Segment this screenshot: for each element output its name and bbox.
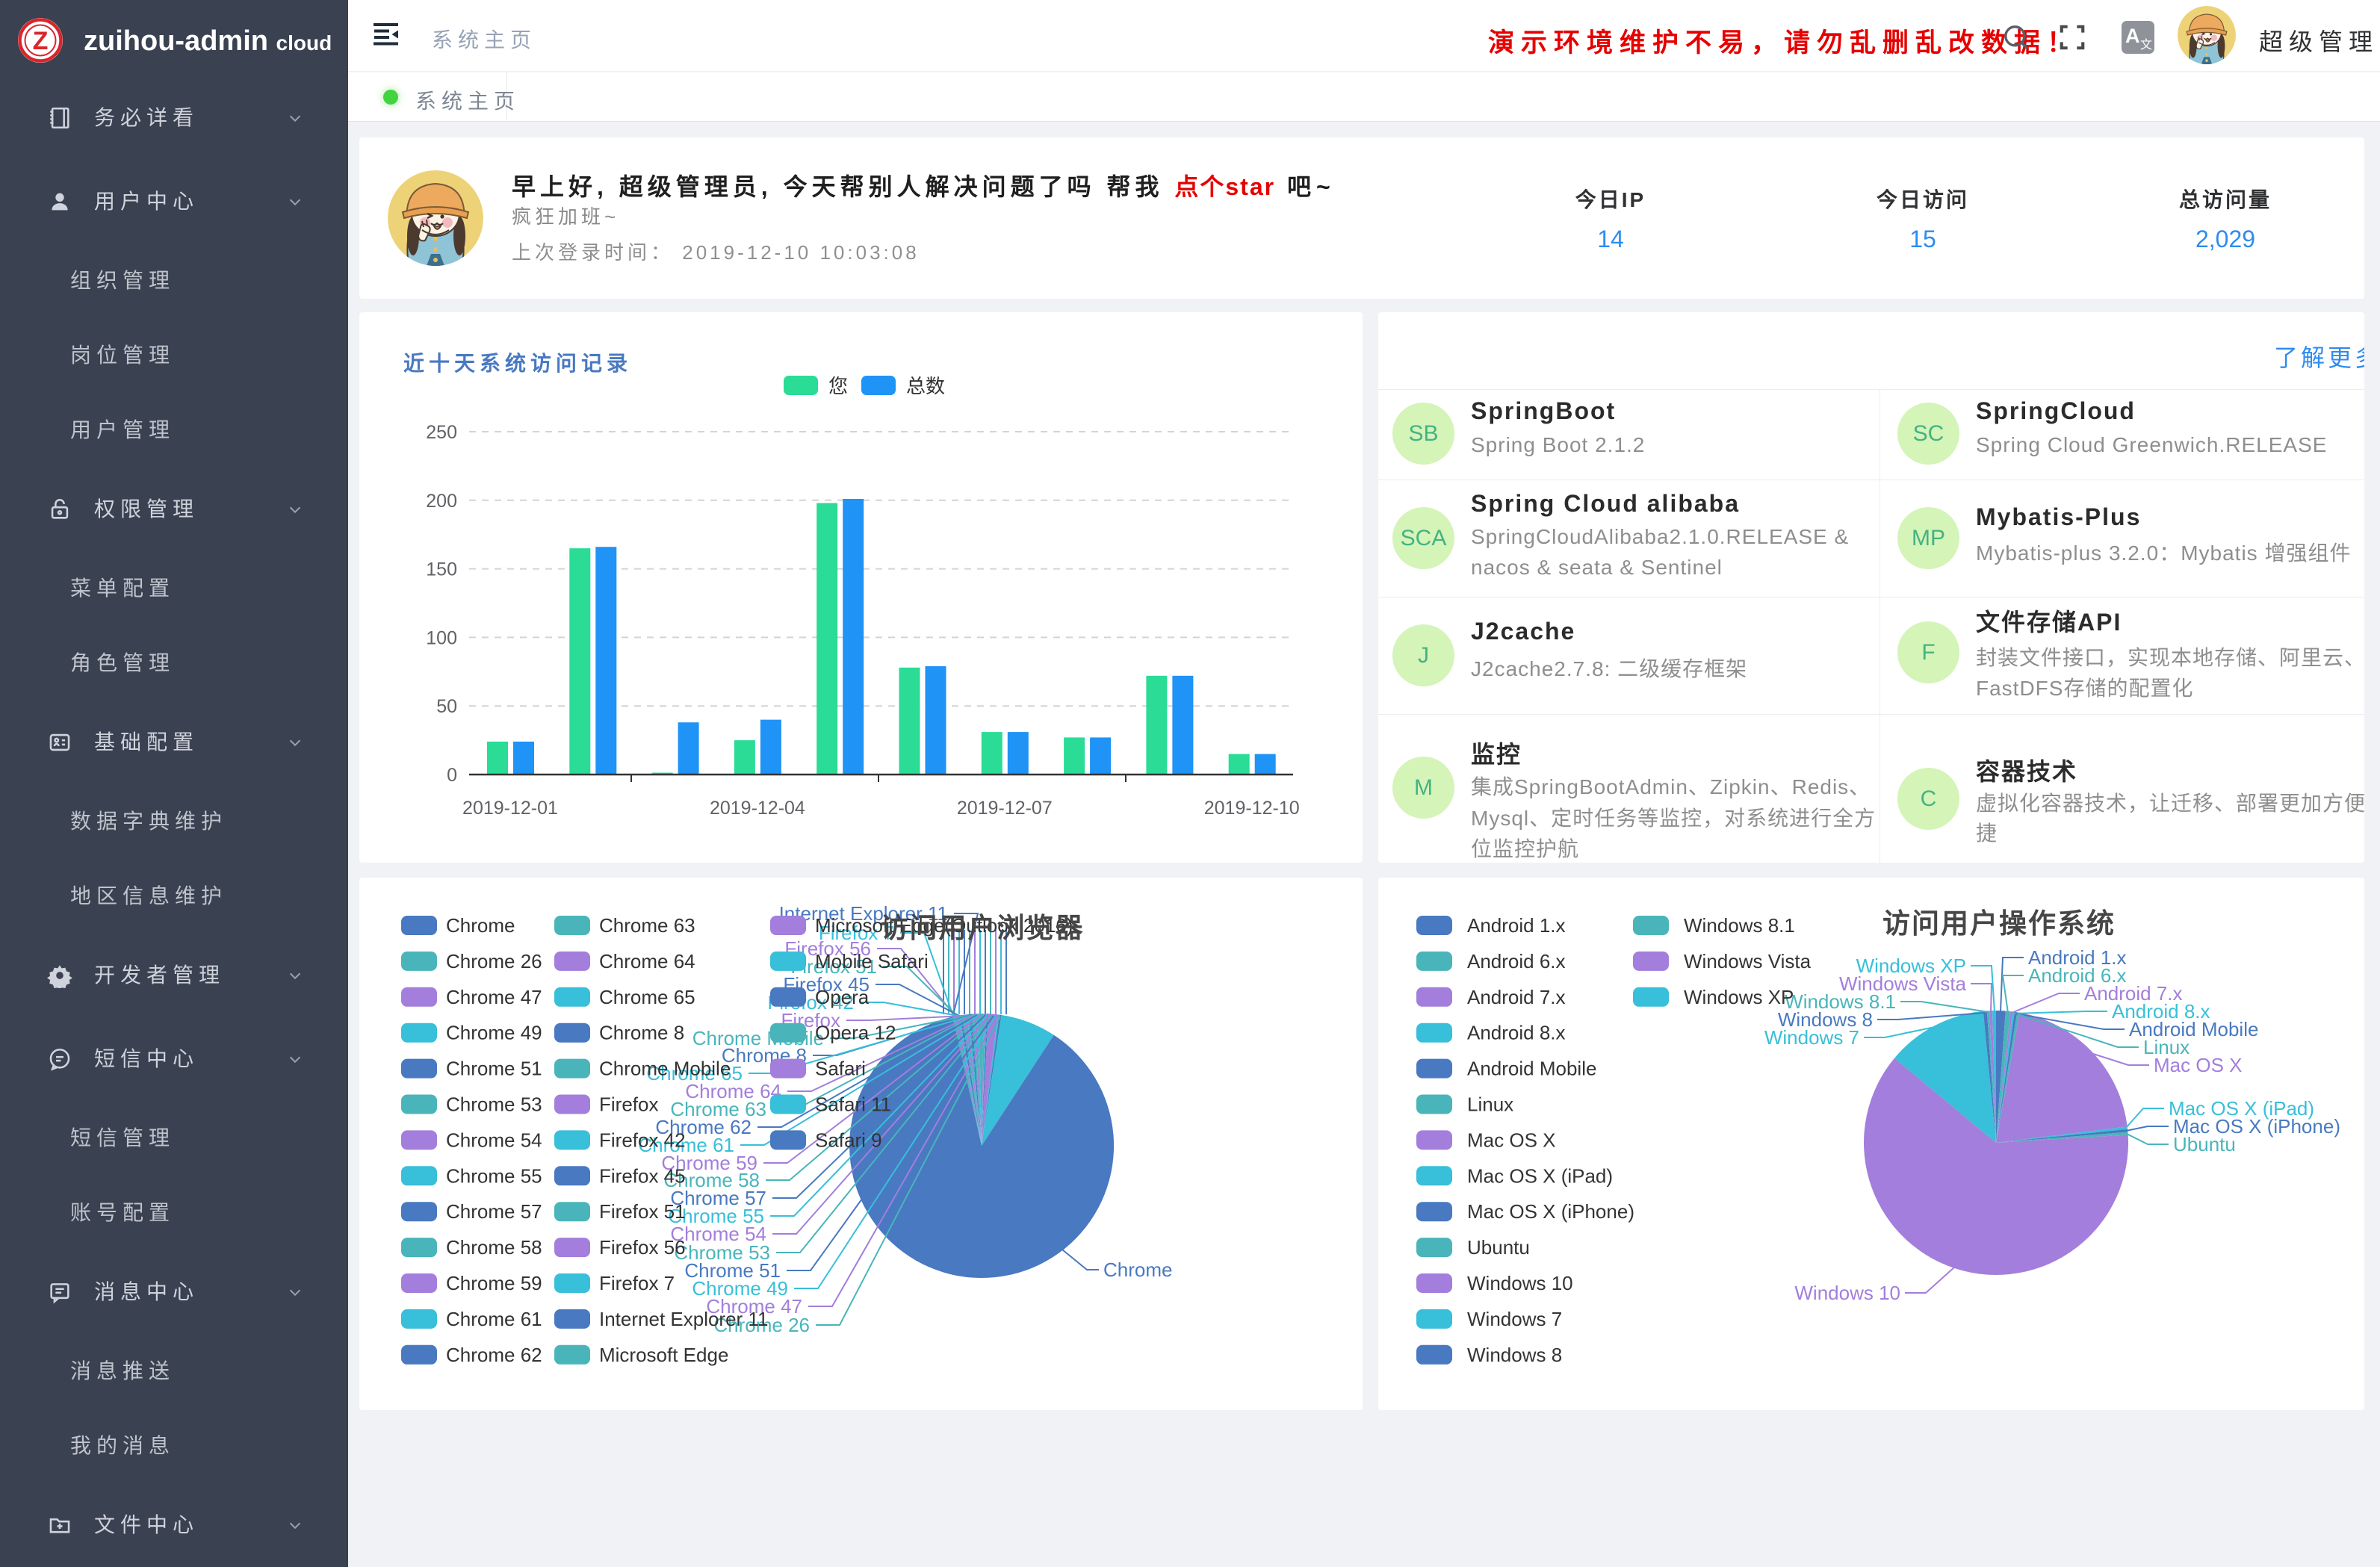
svg-text:Internet Explorer 11: Internet Explorer 11	[779, 902, 948, 925]
svg-text:Mac OS X (iPad): Mac OS X (iPad)	[1467, 1164, 1613, 1187]
svg-text:Chrome 63: Chrome 63	[599, 914, 695, 937]
svg-text:Android 8.x: Android 8.x	[2112, 1000, 2210, 1023]
svg-text:Windows XP: Windows XP	[1684, 986, 1794, 1008]
svg-text:Chrome 54: Chrome 54	[670, 1223, 766, 1245]
svg-text:Mac OS X (iPhone): Mac OS X (iPhone)	[1467, 1200, 1634, 1223]
svg-text:Windows 7: Windows 7	[1467, 1308, 1562, 1330]
svg-text:150: 150	[426, 559, 457, 580]
svg-text:Firefox 7: Firefox 7	[819, 922, 894, 944]
svg-text:Firefox 51: Firefox 51	[599, 1200, 686, 1223]
svg-text:Chrome 54: Chrome 54	[446, 1129, 542, 1151]
svg-text:Chrome 64: Chrome 64	[599, 950, 695, 972]
svg-text:Windows 7: Windows 7	[1764, 1026, 1859, 1049]
svg-text:Windows Vista: Windows Vista	[1684, 950, 1812, 972]
svg-text:Chrome 65: Chrome 65	[646, 1062, 743, 1085]
svg-text:Firefox 7: Firefox 7	[599, 1272, 675, 1294]
svg-text:Windows 8.1: Windows 8.1	[1785, 990, 1896, 1013]
svg-text:Opera: Opera	[815, 986, 870, 1008]
svg-text:Safari 11: Safari 11	[815, 1093, 891, 1116]
svg-text:Chrome 58: Chrome 58	[663, 1169, 760, 1191]
svg-text:Android 6.x: Android 6.x	[2028, 964, 2127, 987]
svg-text:Safari: Safari	[815, 1058, 866, 1080]
svg-text:访问用户操作系统: 访问用户操作系统	[1882, 908, 2116, 939]
svg-text:Windows Vista: Windows Vista	[1839, 972, 1967, 995]
svg-text:Android 6.x: Android 6.x	[1467, 950, 1566, 972]
svg-text:Chrome 62: Chrome 62	[446, 1344, 542, 1366]
svg-text:Android 8.x: Android 8.x	[1467, 1022, 1566, 1044]
svg-text:Android Mobile: Android Mobile	[2129, 1018, 2258, 1040]
svg-text:2019-12-10: 2019-12-10	[1204, 798, 1300, 819]
svg-text:Chrome 61: Chrome 61	[638, 1134, 734, 1156]
svg-text:Mac OS X: Mac OS X	[1467, 1129, 1555, 1151]
svg-text:Chrome 57: Chrome 57	[446, 1200, 542, 1223]
svg-text:Microsoft Edge(Outlook 2016): Microsoft Edge(Outlook 2016)	[815, 914, 1073, 937]
svg-text:Windows 10: Windows 10	[1467, 1272, 1573, 1294]
svg-text:Firefox: Firefox	[599, 1093, 658, 1116]
svg-text:Chrome 58: Chrome 58	[446, 1236, 542, 1259]
svg-text:Chrome 65: Chrome 65	[599, 986, 695, 1008]
svg-text:Windows XP: Windows XP	[1856, 955, 1966, 977]
svg-text:Microsoft Edge: Microsoft Edge	[599, 1344, 728, 1366]
svg-text:Chrome 49: Chrome 49	[446, 1022, 542, 1044]
svg-text:0: 0	[447, 765, 457, 786]
svg-text:Chrome 8: Chrome 8	[599, 1022, 684, 1044]
svg-text:2019-12-01: 2019-12-01	[462, 798, 558, 819]
svg-text:Chrome: Chrome	[446, 914, 515, 937]
svg-text:Windows 10: Windows 10	[1794, 1282, 1900, 1304]
svg-text:Linux: Linux	[2143, 1036, 2190, 1058]
svg-text:总数: 总数	[906, 375, 945, 397]
svg-text:Ubuntu: Ubuntu	[1467, 1236, 1530, 1259]
svg-text:Chrome Mobile: Chrome Mobile	[599, 1058, 731, 1080]
svg-text:Chrome 26: Chrome 26	[446, 950, 542, 972]
svg-text:Chrome 47: Chrome 47	[446, 986, 542, 1008]
svg-text:Windows 8: Windows 8	[1778, 1008, 1873, 1031]
svg-text:Android 7.x: Android 7.x	[1467, 986, 1566, 1008]
svg-text:2019-12-04: 2019-12-04	[710, 798, 805, 819]
svg-text:Windows 8.1: Windows 8.1	[1684, 914, 1795, 937]
svg-text:Chrome 53: Chrome 53	[446, 1093, 542, 1116]
svg-text:Chrome 59: Chrome 59	[446, 1272, 542, 1294]
svg-text:50: 50	[436, 696, 457, 717]
svg-text:Mac OS X: Mac OS X	[2154, 1054, 2242, 1076]
svg-text:Chrome 49: Chrome 49	[692, 1277, 788, 1300]
svg-text:Opera 12: Opera 12	[815, 1022, 896, 1044]
svg-text:访问用户浏览器: 访问用户浏览器	[881, 913, 1085, 943]
svg-text:Chrome 64: Chrome 64	[685, 1080, 781, 1102]
svg-text:Chrome 61: Chrome 61	[446, 1308, 542, 1330]
svg-text:250: 250	[426, 422, 457, 443]
svg-text:Z: Z	[33, 27, 49, 55]
svg-text:Firefox 45: Firefox 45	[599, 1164, 686, 1187]
svg-text:Chrome 51: Chrome 51	[446, 1058, 542, 1080]
svg-text:Internet Explorer 11: Internet Explorer 11	[599, 1308, 768, 1330]
svg-text:Android 7.x: Android 7.x	[2084, 982, 2183, 1005]
svg-text:Safari 9: Safari 9	[815, 1129, 882, 1151]
svg-text:Chrome 26: Chrome 26	[713, 1314, 810, 1336]
svg-text:Mac OS X (iPad): Mac OS X (iPad)	[2169, 1097, 2314, 1120]
svg-text:Windows 8: Windows 8	[1467, 1344, 1562, 1366]
svg-text:Chrome 55: Chrome 55	[446, 1164, 542, 1187]
svg-text:Android 1.x: Android 1.x	[2028, 946, 2127, 969]
svg-text:Chrome 63: Chrome 63	[670, 1098, 766, 1120]
svg-text:Firefox 42: Firefox 42	[599, 1129, 686, 1151]
svg-text:Chrome 59: Chrome 59	[661, 1152, 757, 1174]
svg-text:Chrome 57: Chrome 57	[670, 1187, 766, 1209]
svg-text:Mac OS X (iPhone): Mac OS X (iPhone)	[2173, 1115, 2340, 1138]
svg-text:200: 200	[426, 491, 457, 512]
svg-text:2019-12-07: 2019-12-07	[957, 798, 1053, 819]
svg-text:您: 您	[828, 375, 848, 397]
svg-text:Android 1.x: Android 1.x	[1467, 914, 1566, 937]
svg-text:Chrome 47: Chrome 47	[706, 1295, 802, 1318]
svg-text:Chrome: Chrome	[1103, 1259, 1172, 1281]
svg-text:Ubuntu: Ubuntu	[2173, 1133, 2236, 1155]
svg-text:Android Mobile: Android Mobile	[1467, 1058, 1596, 1080]
svg-text:Mobile Safari: Mobile Safari	[815, 950, 929, 972]
svg-text:Firefox 56: Firefox 56	[599, 1236, 686, 1259]
svg-text:Chrome 62: Chrome 62	[655, 1116, 752, 1138]
svg-text:Linux: Linux	[1467, 1093, 1513, 1116]
svg-text:Chrome 53: Chrome 53	[674, 1241, 770, 1264]
svg-text:Chrome 51: Chrome 51	[684, 1259, 781, 1282]
svg-text:Chrome 55: Chrome 55	[668, 1205, 764, 1227]
svg-text:100: 100	[426, 627, 457, 648]
